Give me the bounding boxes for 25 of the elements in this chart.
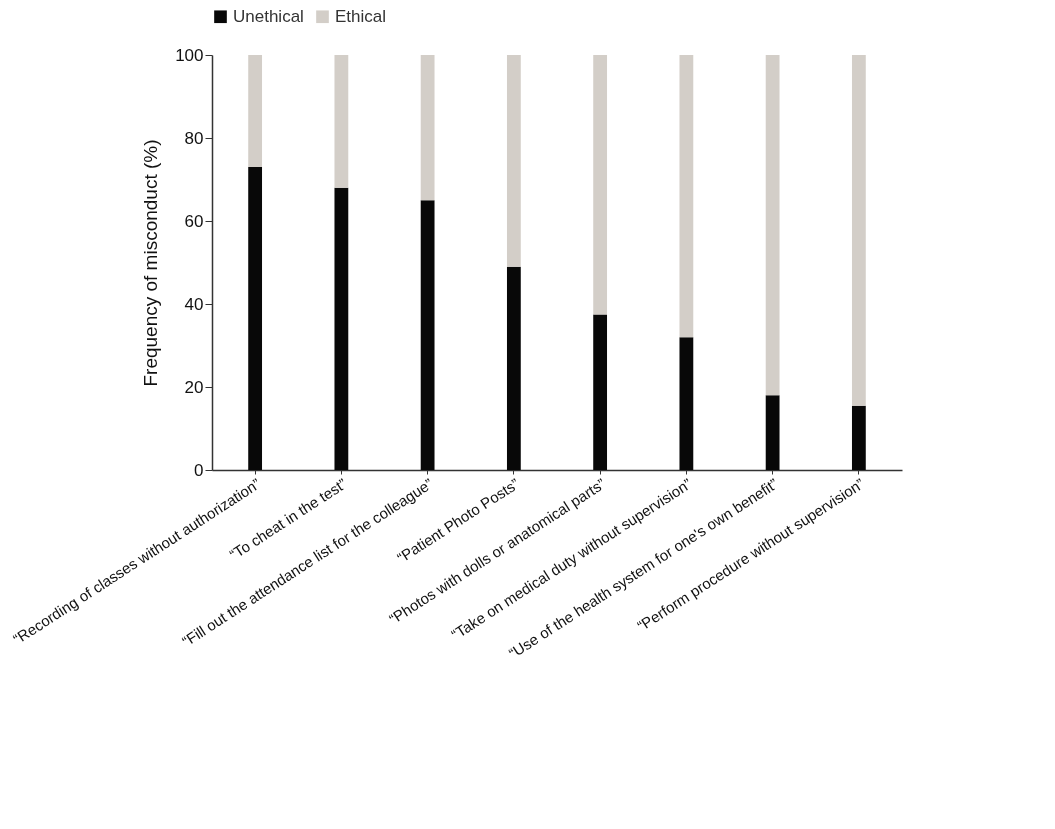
bar (765, 395, 780, 470)
bar (593, 314, 608, 470)
legend-label: Ethical (335, 6, 387, 26)
bar (334, 187, 349, 470)
y-tick-label: 40 (184, 294, 204, 314)
y-tick-label: 20 (184, 377, 204, 397)
bar (420, 200, 435, 470)
bar (334, 55, 349, 188)
bar (851, 405, 866, 470)
bar (679, 55, 694, 338)
bar (420, 55, 435, 201)
bar (765, 55, 780, 396)
y-tick-label: 0 (194, 460, 204, 480)
y-tick-label: 80 (184, 128, 204, 148)
bar (506, 55, 521, 267)
bar (248, 55, 263, 168)
bar (679, 337, 694, 470)
y-axis-title: Frequency of misconduct (%) (140, 139, 162, 387)
y-tick-label: 60 (184, 211, 204, 231)
bar (593, 55, 608, 315)
bar (248, 167, 263, 470)
legend-label: Unethical (233, 6, 304, 26)
y-tick-label: 100 (175, 45, 204, 65)
bar (851, 55, 866, 406)
bar (506, 266, 521, 470)
